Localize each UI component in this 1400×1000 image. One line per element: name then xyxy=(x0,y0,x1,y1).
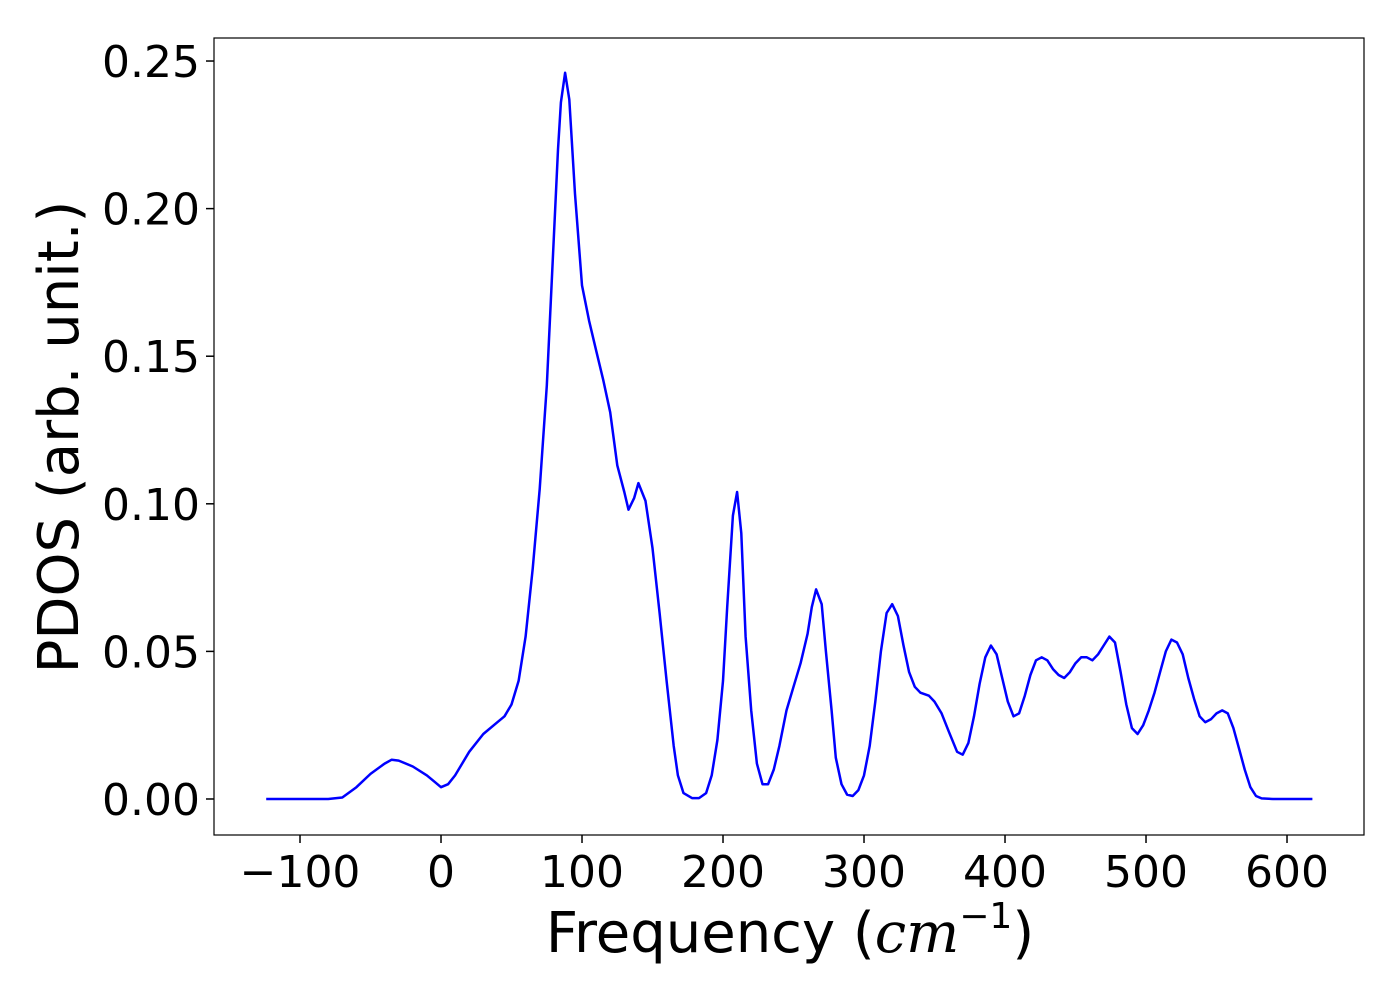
x-tick-label: 500 xyxy=(1104,847,1188,898)
x-tick-label: 0 xyxy=(427,847,455,898)
x-label-text: ) xyxy=(1012,901,1034,966)
x-label-text: Frequency ( xyxy=(546,901,875,966)
y-tick-label: 0.20 xyxy=(102,185,200,236)
x-tick-label: −100 xyxy=(240,847,361,898)
x-tick-label: 100 xyxy=(540,847,624,898)
y-tick-label: 0.25 xyxy=(102,37,200,88)
pdos-line xyxy=(266,71,1313,801)
x-axis-label: Frequency (cm−1) xyxy=(546,896,1034,966)
plot-frame xyxy=(213,37,1365,836)
y-tick-label: 0.05 xyxy=(102,627,200,678)
x-tick-label: 400 xyxy=(963,847,1047,898)
y-tick-label: 0.15 xyxy=(102,332,200,383)
x-label-math: cm xyxy=(875,901,959,966)
y-tick-label: 0.10 xyxy=(102,480,200,531)
x-label-sup: −1 xyxy=(959,896,1012,937)
y-tick-label: 0.00 xyxy=(102,775,200,826)
x-tick-label: 300 xyxy=(822,847,906,898)
x-tick-label: 200 xyxy=(681,847,765,898)
x-tick-label: 600 xyxy=(1245,847,1329,898)
y-axis-label: PDOS (arb. unit.) xyxy=(27,201,92,674)
